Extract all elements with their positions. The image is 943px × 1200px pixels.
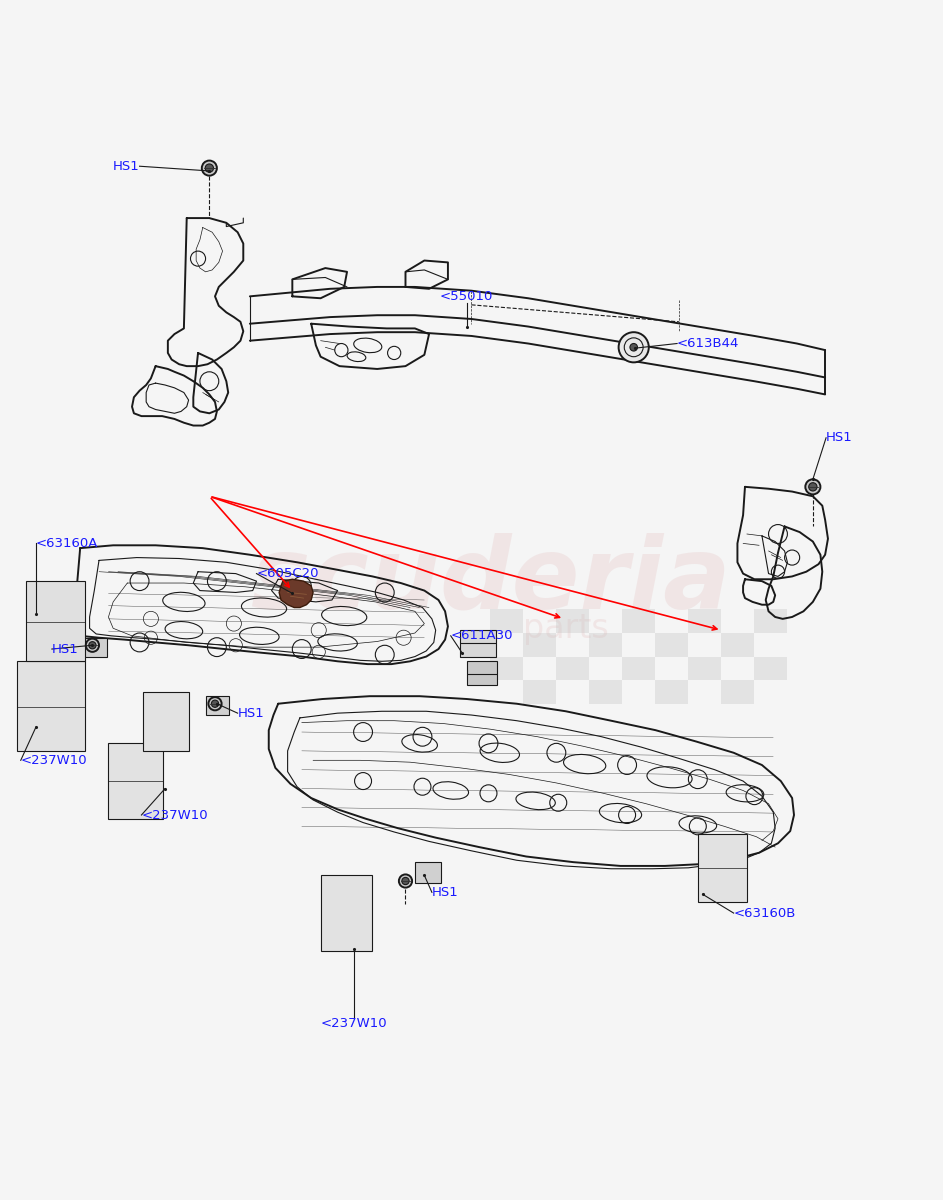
Circle shape [202, 161, 217, 175]
Text: HS1: HS1 [826, 431, 852, 444]
Text: <237W10: <237W10 [21, 754, 88, 767]
Bar [26, 581, 85, 661]
Bar [688, 656, 721, 680]
Bar [490, 610, 523, 634]
Bar [17, 661, 85, 751]
Text: HS1: HS1 [432, 886, 458, 899]
Bar [460, 630, 496, 656]
Text: <237W10: <237W10 [321, 1016, 387, 1030]
Polygon shape [279, 580, 313, 607]
Bar [589, 634, 622, 656]
Circle shape [206, 164, 213, 173]
Bar [589, 680, 622, 703]
Circle shape [208, 697, 222, 710]
Bar [556, 656, 589, 680]
Text: <605C20: <605C20 [256, 568, 319, 580]
Bar [467, 661, 497, 685]
Text: <237W10: <237W10 [141, 809, 208, 822]
Circle shape [809, 482, 817, 491]
Bar [143, 692, 189, 751]
Text: <63160B: <63160B [734, 906, 796, 919]
Bar [83, 637, 107, 656]
Circle shape [211, 700, 219, 707]
Circle shape [89, 642, 96, 649]
Bar [490, 656, 523, 680]
Text: HS1: HS1 [52, 642, 78, 655]
Bar [754, 656, 787, 680]
Text: parts: parts [523, 612, 608, 644]
Text: <611A30: <611A30 [451, 629, 513, 642]
Bar [206, 696, 229, 715]
Bar [698, 834, 747, 901]
Circle shape [805, 479, 820, 494]
Text: <613B44: <613B44 [677, 337, 739, 350]
Circle shape [630, 343, 637, 352]
Bar [556, 610, 589, 634]
Bar [622, 610, 655, 634]
Text: <55010: <55010 [440, 290, 493, 302]
Bar [523, 634, 556, 656]
Bar [622, 656, 655, 680]
Bar [655, 634, 688, 656]
Bar [108, 743, 163, 818]
Circle shape [619, 332, 649, 362]
Bar [655, 680, 688, 703]
Text: HS1: HS1 [238, 707, 264, 720]
Bar [523, 680, 556, 703]
Bar [688, 610, 721, 634]
Bar [321, 875, 372, 950]
Text: scuderia: scuderia [250, 533, 731, 630]
Bar [415, 862, 441, 883]
Text: <63160A: <63160A [36, 536, 98, 550]
Circle shape [402, 877, 409, 884]
Circle shape [86, 638, 99, 652]
Bar [754, 610, 787, 634]
Text: HS1: HS1 [113, 160, 140, 173]
Bar [721, 634, 754, 656]
Circle shape [399, 875, 412, 888]
Bar [721, 680, 754, 703]
